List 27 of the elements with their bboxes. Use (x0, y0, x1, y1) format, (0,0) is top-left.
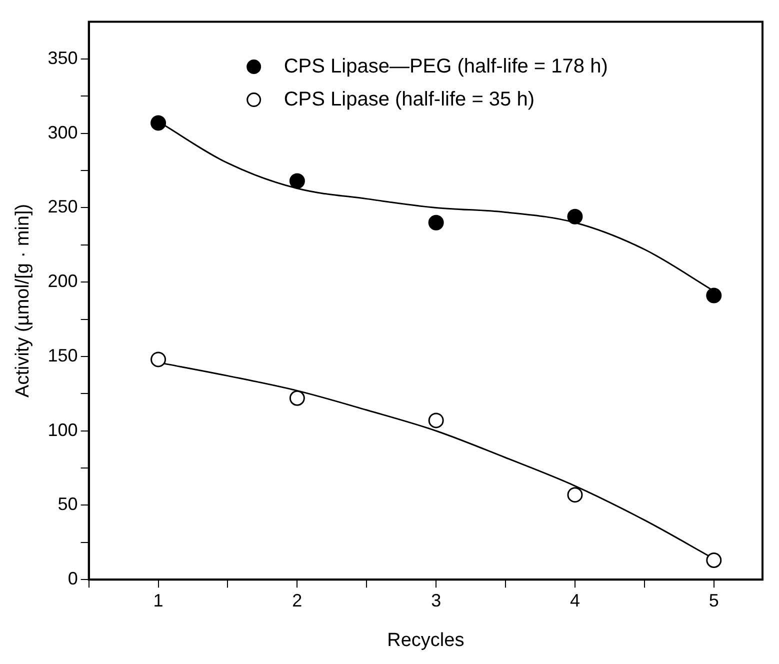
y-tick-label: 250 (48, 196, 78, 217)
y-tick-label: 50 (58, 494, 78, 514)
point (150, 115, 166, 131)
x-tick-label: 1 (153, 590, 164, 610)
point (428, 412, 444, 428)
y-tick-label: 0 (68, 568, 78, 589)
point (428, 214, 444, 230)
y-tick-label: 200 (48, 271, 78, 292)
point (567, 208, 583, 224)
point (706, 552, 722, 568)
x-tick-label: 2 (292, 590, 302, 610)
y-tick-label: 150 (48, 345, 78, 366)
legend-label: CPS Lipase (half-life = 35 h) (284, 88, 535, 110)
point (567, 487, 583, 503)
y-tick-label: 100 (48, 420, 78, 440)
x-tick-label: 3 (431, 590, 442, 610)
point (706, 288, 722, 304)
point (289, 173, 305, 189)
point (289, 390, 305, 406)
x-axis-title: Recycles (387, 630, 464, 651)
x-tick-label: 5 (708, 590, 719, 610)
y-axis-title: Activity (µmol/[g · min]) (12, 204, 34, 398)
x-tick-label: 4 (570, 590, 580, 610)
point (150, 352, 166, 368)
y-tick-label: 300 (48, 122, 78, 142)
y-tick-label: 350 (48, 48, 78, 68)
legend-label: CPS Lipase—PEG (half-life = 178 h) (284, 55, 608, 78)
